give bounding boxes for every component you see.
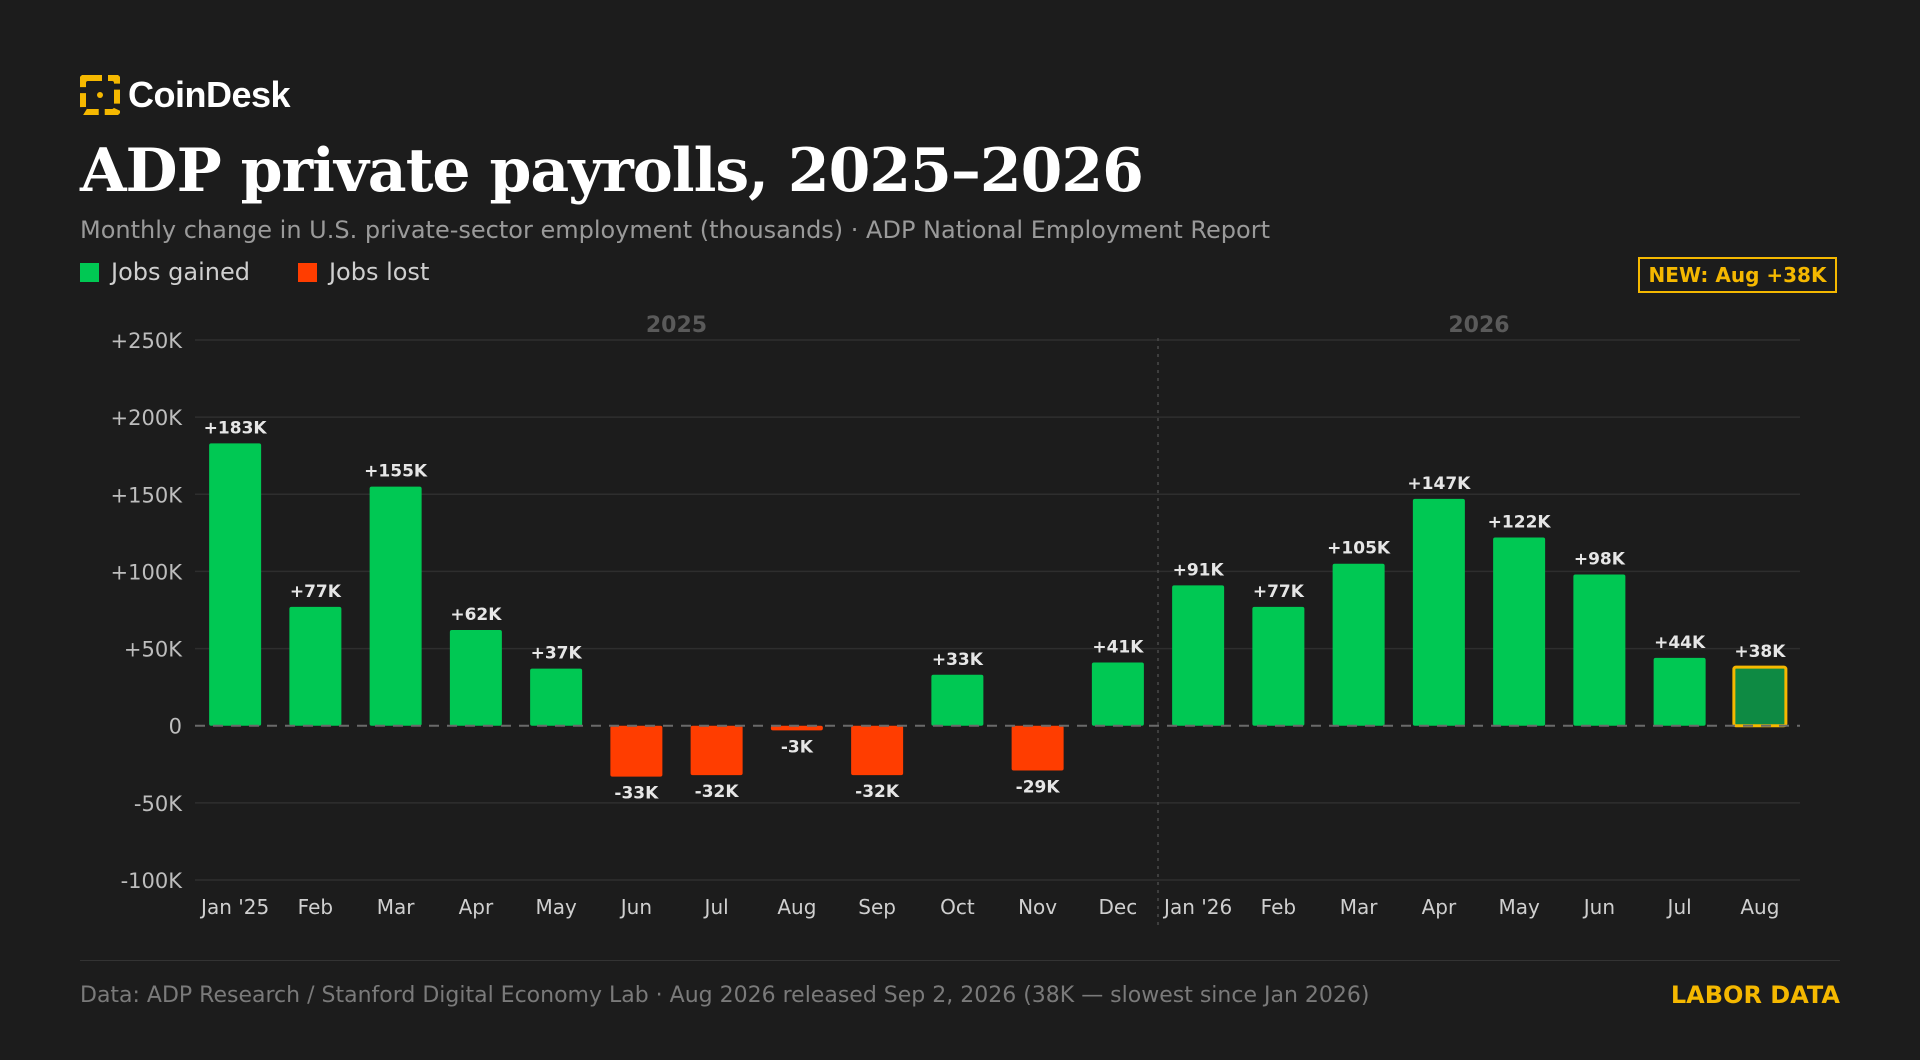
brand-logo: CoinDesk (80, 74, 291, 116)
bar-value-label: +62K (450, 605, 502, 625)
bar (1091, 662, 1144, 726)
legend-label-gained: Jobs gained (111, 258, 250, 286)
x-tick-label: Jul (703, 895, 729, 919)
coindesk-logo-icon (80, 75, 120, 115)
bar (1493, 537, 1546, 726)
bar (1653, 657, 1706, 726)
legend-label-lost: Jobs lost (328, 258, 430, 286)
x-tick-label: Jan '25 (199, 895, 269, 919)
bar-value-label: -33K (614, 784, 659, 804)
y-tick-label: +200K (111, 406, 184, 430)
chart-subtitle: Monthly change in U.S. private-sector em… (80, 216, 1270, 244)
x-tick-label: Aug (1740, 895, 1779, 919)
bar (530, 668, 583, 726)
x-tick-label: Jan '26 (1162, 895, 1232, 919)
bar (690, 725, 743, 776)
bar (851, 725, 904, 776)
bar-value-label: -3K (781, 737, 814, 757)
bar-value-label: +37K (531, 644, 583, 664)
legend-swatch-lost (297, 262, 317, 282)
bar-value-label: +38K (1734, 642, 1786, 662)
bar-value-label: +33K (932, 650, 984, 670)
x-tick-label: May (535, 895, 577, 919)
x-tick-label: Feb (1261, 895, 1296, 919)
x-tick-label: Mar (1340, 895, 1379, 919)
y-tick-label: +150K (111, 483, 184, 507)
y-tick-label: -100K (121, 869, 184, 893)
bar-highlighted (1732, 665, 1788, 728)
bar (209, 443, 262, 726)
bar-chart: -100K -50K 0 +50K +100K +150K +200K +250K 2025 20… (111, 313, 1800, 925)
x-tick-label: Dec (1099, 895, 1138, 919)
bar (289, 606, 342, 726)
x-tick-label: Feb (298, 895, 333, 919)
bar-value-label: +98K (1574, 550, 1626, 570)
y-tick-label: -50K (134, 792, 183, 816)
bar-value-label: -32K (695, 782, 740, 802)
bar-value-label: +91K (1173, 560, 1225, 580)
bar (369, 486, 422, 726)
brand-name: CoinDesk (128, 74, 291, 115)
bar (1332, 563, 1385, 726)
new-data-badge: NEW: Aug +38K (1638, 257, 1837, 293)
y-tick-label: 0 (169, 715, 182, 739)
year-group-label: 2026 (1448, 313, 1509, 338)
bar (770, 725, 823, 731)
footer-source-note: Data: ADP Research / Stanford Digital Ec… (80, 983, 1370, 1008)
y-tick-label: +50K (124, 638, 183, 662)
bar-value-label: +77K (290, 582, 342, 602)
bar (1172, 585, 1225, 726)
bar (1252, 606, 1305, 726)
bar (1412, 498, 1465, 726)
bar-value-label: +122K (1488, 512, 1552, 532)
x-tick-label: Apr (1422, 895, 1457, 919)
y-tick-label: +100K (111, 560, 184, 584)
y-tick-label: +250K (111, 329, 184, 353)
bar (931, 674, 984, 726)
bar-value-label: -29K (1016, 777, 1061, 797)
bar (449, 630, 502, 726)
x-tick-label: Nov (1018, 895, 1057, 919)
year-group-label: 2025 (646, 313, 707, 338)
bar (1011, 725, 1064, 771)
bar-value-label: +183K (204, 418, 268, 438)
x-tick-label: May (1498, 895, 1540, 919)
legend-swatch-gained (80, 262, 99, 282)
legend-item-lost: Jobs lost (297, 258, 430, 286)
footer-category-tag: LABOR DATA (1670, 981, 1840, 1009)
x-tick-label: Aug (777, 895, 816, 919)
x-tick-label: Mar (377, 895, 416, 919)
bar-value-label: +44K (1654, 633, 1706, 653)
bar-value-label: +41K (1092, 637, 1144, 657)
footer-divider (80, 960, 1840, 961)
bar-value-label: +155K (364, 462, 428, 482)
bar-value-label: +77K (1253, 582, 1305, 602)
bar-value-label: +147K (1407, 474, 1471, 494)
x-tick-label: Sep (858, 895, 896, 919)
x-tick-label: Oct (940, 895, 975, 919)
bar (1573, 574, 1626, 726)
x-tick-label: Jul (1666, 895, 1692, 919)
bar-value-label: -32K (855, 782, 900, 802)
bar (610, 725, 663, 777)
chart-title: ADP private payrolls, 2025–2026 (80, 136, 1144, 206)
chart-legend: Jobs gained Jobs lost (80, 258, 429, 286)
x-tick-label: Apr (459, 895, 494, 919)
bar-value-label: +105K (1327, 539, 1391, 559)
x-tick-label: Jun (1582, 895, 1615, 919)
legend-item-gained: Jobs gained (80, 258, 250, 286)
x-tick-label: Jun (619, 895, 652, 919)
